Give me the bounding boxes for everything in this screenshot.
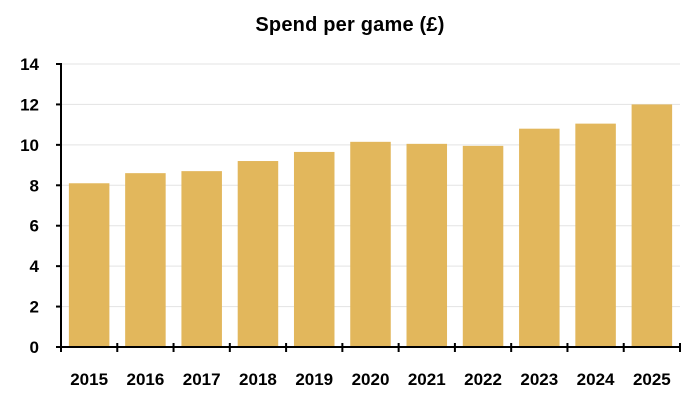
- y-axis-ticks: 0 2 4 6 8 10 12 14: [20, 55, 62, 357]
- y-tick-label: 0: [30, 338, 39, 357]
- x-tick-label: 2018: [239, 370, 277, 389]
- x-tick-label: 2021: [408, 370, 446, 389]
- bar-2016: [125, 173, 166, 347]
- bar-2018: [237, 161, 279, 347]
- chart-title: Spend per game (£): [255, 14, 445, 36]
- bar-2019: [293, 151, 335, 347]
- bar-2021: [406, 143, 448, 347]
- bar-2015: [68, 183, 110, 347]
- x-tick-label: 2020: [352, 370, 390, 389]
- y-tick-label: 8: [30, 176, 39, 195]
- x-tick-label: 2025: [633, 370, 671, 389]
- bar-2020: [350, 141, 391, 347]
- bar-2017: [181, 171, 222, 347]
- y-tick-label: 2: [30, 298, 39, 317]
- bar-2023: [519, 128, 560, 347]
- x-axis-ticks: 2015 2016 2017 2018 2019 2020 2021 2022 2023 2024…: [60, 343, 681, 389]
- bar-2024: [575, 123, 616, 347]
- y-tick-label: 12: [20, 95, 39, 114]
- x-tick-label: 2024: [577, 370, 615, 389]
- axes: [56, 64, 681, 348]
- bars: [68, 104, 673, 347]
- y-tick-label: 10: [20, 136, 39, 155]
- x-tick-label: 2017: [183, 370, 221, 389]
- bar-2025: [631, 104, 673, 347]
- x-tick-label: 2019: [295, 370, 333, 389]
- x-tick-label: 2023: [520, 370, 558, 389]
- y-tick-label: 4: [30, 257, 40, 276]
- x-tick-label: 2022: [464, 370, 502, 389]
- x-tick-label: 2015: [70, 370, 108, 389]
- bar-2022: [462, 145, 504, 347]
- y-tick-label: 6: [30, 217, 39, 236]
- y-tick-label: 14: [20, 55, 39, 74]
- x-tick-label: 2016: [126, 370, 164, 389]
